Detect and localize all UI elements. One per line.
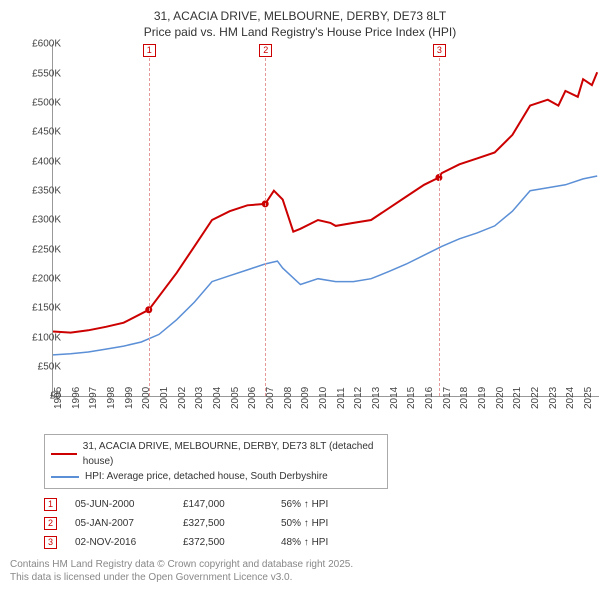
marker-line-1: [149, 58, 150, 396]
x-tick-label: 1995: [53, 397, 64, 409]
x-tick-label: 2024: [565, 397, 576, 409]
sale-hpi: 56% ↑ HPI: [281, 499, 361, 510]
x-tick-label: 2003: [194, 397, 205, 409]
title-line-1: 31, ACACIA DRIVE, MELBOURNE, DERBY, DE73…: [10, 8, 590, 24]
x-tick-label: 2005: [230, 397, 241, 409]
x-tick-label: 2018: [459, 397, 470, 409]
x-tick-label: 2006: [247, 397, 258, 409]
x-tick-label: 2020: [495, 397, 506, 409]
x-tick-label: 2017: [442, 397, 453, 409]
marker-box-3: 3: [433, 44, 446, 57]
sale-hpi: 50% ↑ HPI: [281, 518, 361, 529]
x-tick-label: 2000: [141, 397, 152, 409]
legend-label-property: 31, ACACIA DRIVE, MELBOURNE, DERBY, DE73…: [83, 439, 381, 469]
sale-index: 3: [44, 536, 57, 549]
x-tick-label: 2019: [477, 397, 488, 409]
marker-line-2: [265, 58, 266, 396]
sale-index: 2: [44, 517, 57, 530]
chart-legend: 31, ACACIA DRIVE, MELBOURNE, DERBY, DE73…: [44, 434, 388, 489]
marker-line-3: [439, 58, 440, 396]
x-tick-label: 2008: [283, 397, 294, 409]
price-chart: £0£50K£100K£150K£200K£250K£300K£350K£400…: [38, 44, 598, 426]
sale-price: £327,500: [183, 518, 263, 529]
marker-box-2: 2: [259, 44, 272, 57]
footer-line-1: Contains HM Land Registry data © Crown c…: [10, 559, 353, 572]
title-line-2: Price paid vs. HM Land Registry's House …: [10, 24, 590, 40]
x-tick-label: 2010: [318, 397, 329, 409]
x-tick-label: 2021: [512, 397, 523, 409]
x-tick-label: 1998: [106, 397, 117, 409]
x-tick-label: 2015: [406, 397, 417, 409]
sale-price: £147,000: [183, 499, 263, 510]
chart-title: 31, ACACIA DRIVE, MELBOURNE, DERBY, DE73…: [10, 8, 590, 40]
legend-swatch-hpi: [51, 476, 79, 478]
sales-table: 1 05-JUN-2000 £147,000 56% ↑ HPI 2 05-JAN-200…: [44, 495, 590, 552]
x-tick-label: 1999: [124, 397, 135, 409]
x-tick-label: 2025: [583, 397, 594, 409]
table-row: 2 05-JAN-2007 £327,500 50% ↑ HPI: [44, 514, 590, 533]
x-tick-label: 2023: [548, 397, 559, 409]
x-tick-label: 2009: [300, 397, 311, 409]
x-tick-label: 2004: [212, 397, 223, 409]
marker-box-1: 1: [143, 44, 156, 57]
sale-index: 1: [44, 498, 57, 511]
x-tick-label: 2011: [336, 397, 347, 409]
x-tick-label: 2007: [265, 397, 276, 409]
x-tick-label: 2014: [389, 397, 400, 409]
sale-hpi: 48% ↑ HPI: [281, 537, 361, 548]
table-row: 3 02-NOV-2016 £372,500 48% ↑ HPI: [44, 533, 590, 552]
x-tick-label: 2013: [371, 397, 382, 409]
x-tick-label: 2002: [177, 397, 188, 409]
sale-date: 05-JAN-2007: [75, 518, 165, 529]
legend-label-hpi: HPI: Average price, detached house, Sout…: [85, 469, 328, 484]
sale-price: £372,500: [183, 537, 263, 548]
sale-date: 05-JUN-2000: [75, 499, 165, 510]
sale-date: 02-NOV-2016: [75, 537, 165, 548]
x-tick-label: 1997: [88, 397, 99, 409]
x-tick-label: 2016: [424, 397, 435, 409]
x-tick-label: 2022: [530, 397, 541, 409]
x-tick-label: 2012: [353, 397, 364, 409]
footer-line-2: This data is licensed under the Open Gov…: [10, 572, 353, 585]
attribution: Contains HM Land Registry data © Crown c…: [10, 559, 353, 584]
series-property: [53, 73, 597, 333]
table-row: 1 05-JUN-2000 £147,000 56% ↑ HPI: [44, 495, 590, 514]
x-tick-label: 1996: [71, 397, 82, 409]
series-hpi: [53, 176, 597, 355]
legend-swatch-property: [51, 453, 77, 455]
x-tick-label: 2001: [159, 397, 170, 409]
